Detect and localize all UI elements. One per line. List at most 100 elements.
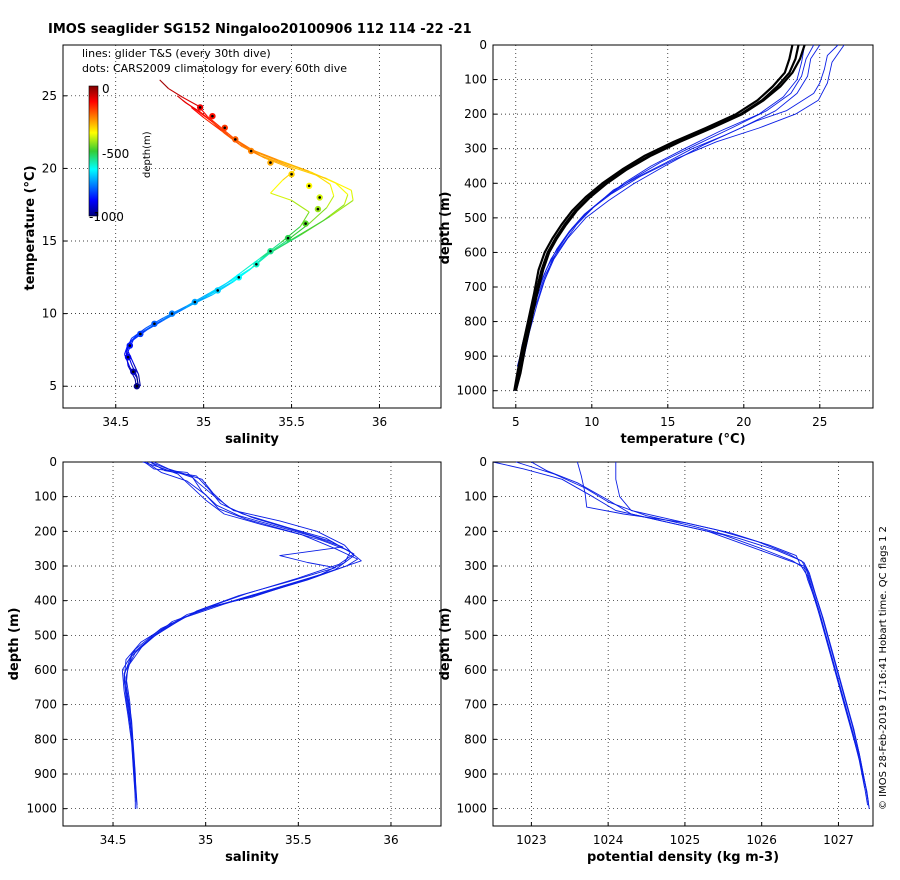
ts-line-segment [242,258,261,272]
ts-diagram-panel: 34.5 35 35.5 36 5 10 15 20 25 lines: glider T&S… [23,44,442,447]
glider-profile-line [515,461,869,802]
ts-line-segment [203,117,222,132]
td-series [513,44,845,391]
glider-profile-line [121,461,355,799]
x-tick-label: 15 [660,415,675,429]
glider-profile-line [516,44,821,388]
y-tick-label: 700 [464,698,487,712]
ts-line-segment [300,215,331,236]
ts-climatology-dot-center [128,344,132,347]
ts-line-segment [326,195,335,208]
x-tick-label: 20 [736,415,751,429]
ts-line-segment [196,109,213,123]
ts-line-segment [270,179,284,194]
ts-climatology-dot-center [237,276,241,279]
ts-line-segment [329,184,335,197]
ts-line-segment [343,194,349,205]
ts-line-segment [227,134,248,149]
ts-climatology-dot-center [139,332,142,336]
ts-line-segment [326,178,352,191]
ts-climatology-dot-center [304,222,307,225]
dd-grid [493,461,873,826]
ts-line-segment [208,279,233,294]
ts-line-segment [206,115,222,129]
x-tick-label: 36 [372,415,387,429]
ts-climatology-dot-center [216,289,220,292]
ts-climatology-dot-center [286,236,290,240]
ts-climatology-dot-center [223,126,227,130]
ts-line-segment [231,266,254,281]
ts-line-segment [168,88,183,98]
ts-y-label: temperature (°C) [23,165,38,290]
figure-title: IMOS seaglider SG152 Ningaloo20100906 11… [48,22,472,37]
y-tick-label: 300 [464,559,487,573]
ts-climatology-dot-center [170,312,174,315]
glider-profile-line [123,461,344,802]
y-tick-label: 200 [464,524,487,538]
ts-line-segment [138,374,141,387]
ts-climatology-dot-center [211,114,214,118]
y-tick-label: 600 [34,663,57,677]
y-tick-label: 600 [464,245,487,259]
x-tick-label: 1023 [516,833,547,847]
ts-line-segment [277,159,310,172]
x-tick-label: 1027 [823,833,854,847]
ts-line-segment [185,292,210,307]
y-tick-label: 200 [34,524,57,538]
ts-line-segment [291,199,310,213]
dd-y-ticks: 0 100 200 300 400 500 600 700 800 900 1000 [456,455,497,816]
x-tick-label: 34.5 [102,415,129,429]
y-tick-label: 15 [42,234,57,248]
ts-plot-frame [62,44,442,409]
y-tick-label: 500 [464,628,487,642]
ts-climatology-dot-center [316,207,320,211]
ts-line-segment [291,166,327,180]
sd-x-label: salinity [225,850,279,865]
y-tick-label: 20 [42,161,57,175]
ts-legend-dots: dots: CARS2009 climatology for every 60t… [82,62,347,75]
ts-y-ticks: 5 10 15 20 25 [42,89,67,393]
ts-line-segment [270,192,292,201]
td-y-ticks: 0 100 200 300 400 500 600 700 800 900 1000 [456,38,497,398]
ts-line-segment [308,207,328,225]
ts-climatology-dot-center [249,149,253,153]
dd-x-ticks: 1023 1024 1025 1026 1027 [516,822,854,847]
ts-line-segment [256,151,283,164]
y-tick-label: 10 [42,307,57,321]
colorbar-label: depth(m) [142,131,153,178]
ts-legend-lines: lines: glider T&S (every 30th dive) [82,47,271,60]
ts-line-segment [270,234,301,254]
y-tick-label: 100 [464,490,487,504]
ts-climatology-dot-center [153,322,156,326]
td-x-label: temperature (°C) [620,432,745,447]
sd-x-ticks: 34.5 35 35.5 36 [100,822,399,847]
ts-climatology-dot-center [269,161,272,164]
sd-y-ticks: 0 100 200 300 400 500 600 700 800 900 1000 [26,455,67,816]
ts-climatology-dot-center [290,172,293,176]
glider-profile-line [516,44,845,367]
ts-line-segment [350,190,354,201]
y-tick-label: 100 [464,73,487,87]
sd-y-label: depth (m) [7,608,22,681]
density-depth-panel: 1023 1024 1025 1026 1027 0 100 200 300 400 500 600… [438,455,874,865]
ts-x-label: salinity [225,432,279,447]
y-tick-label: 0 [49,455,57,469]
y-tick-label: 800 [464,315,487,329]
colorbar-tick-bottom: -1000 [89,210,124,224]
colorbar-gradient [88,85,99,217]
y-tick-label: 900 [464,349,487,363]
y-tick-label: 100 [34,490,57,504]
ts-line-segment [190,107,205,119]
sd-series [121,461,362,809]
x-tick-label: 35.5 [278,415,305,429]
td-x-ticks: 5 10 15 20 25 [512,404,827,429]
ts-line-segment [259,154,292,168]
y-tick-label: 400 [464,176,487,190]
ts-line-segment [159,79,169,89]
y-tick-label: 5 [49,379,57,393]
ts-x-ticks: 34.5 35 35.5 36 [102,404,387,429]
sd-grid [63,461,441,826]
glider-profile-line [123,461,362,806]
salinity-depth-panel: 34.5 35 35.5 36 0 100 200 300 400 500 600 700 800 90… [7,455,442,865]
